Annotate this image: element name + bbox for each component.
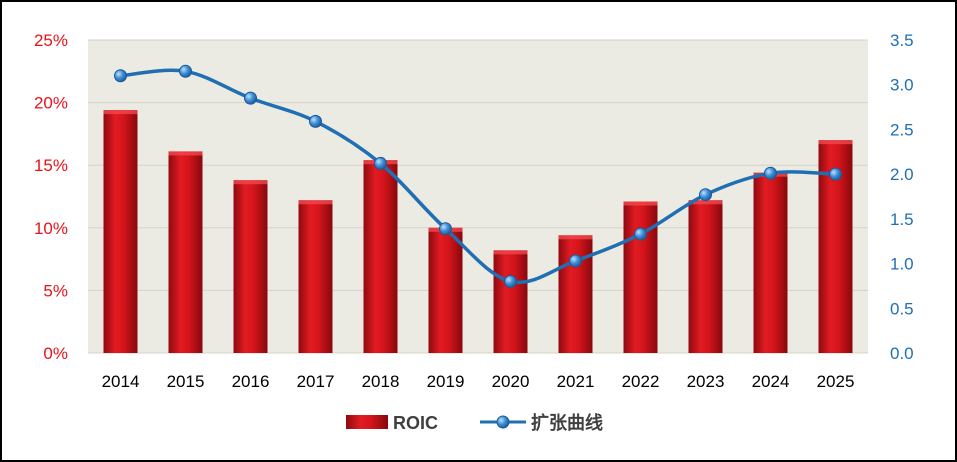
legend-marker-expansion (496, 415, 510, 429)
expansion-point (699, 188, 712, 202)
gridlines (88, 39, 868, 354)
bar-roic-top (103, 110, 138, 115)
right-tick-label: 2.5 (890, 120, 914, 139)
x-tick-label: 2014 (102, 372, 140, 391)
bar-roic-top (233, 180, 268, 185)
x-tick-label: 2020 (492, 372, 530, 391)
expansion-point (569, 254, 582, 268)
expansion-point (114, 69, 127, 83)
bar-roic (753, 172, 788, 353)
right-tick-label: 3.0 (890, 76, 914, 95)
expansion-point (244, 91, 257, 105)
x-tick-label: 2018 (362, 372, 400, 391)
bar-roic-top (493, 250, 528, 255)
x-axis: 2014 2015 2016 2017 2018 2019 2020 2021 2022 2023… (102, 372, 855, 391)
legend-item-expansion: 扩张曲线 (480, 412, 603, 433)
bar-roic-top (688, 200, 723, 205)
bar-roic (493, 250, 528, 353)
x-tick-label: 2024 (752, 372, 790, 391)
x-tick-label: 2016 (232, 372, 270, 391)
bar-roic-top (298, 200, 333, 205)
right-axis: 0.0 0.5 1.0 1.5 2.0 2.5 3.0 3.5 (890, 31, 914, 363)
legend-label-expansion: 扩张曲线 (531, 412, 603, 433)
legend: ROIC 扩张曲线 (346, 412, 603, 433)
x-tick-label: 2025 (817, 372, 855, 391)
x-tick-label: 2017 (297, 372, 335, 391)
plot-area (88, 40, 868, 353)
left-tick-label: 10% (34, 219, 68, 238)
bar-roic (558, 235, 593, 353)
expansion-point (309, 114, 322, 128)
left-tick-label: 25% (34, 31, 68, 50)
x-tick-label: 2021 (557, 372, 595, 391)
expansion-point (634, 227, 647, 241)
right-tick-label: 3.5 (890, 31, 914, 50)
expansion-line (114, 64, 842, 288)
expansion-point (829, 167, 842, 181)
x-tick-label: 2022 (622, 372, 660, 391)
expansion-point (439, 222, 452, 236)
right-tick-label: 2.0 (890, 165, 914, 184)
bar-roic (168, 151, 203, 353)
roic-bars (103, 110, 853, 353)
bar-roic (623, 201, 658, 353)
bar-roic-top (818, 140, 853, 145)
left-tick-label: 15% (34, 156, 68, 175)
bar-roic-top (623, 201, 658, 206)
bar-roic (103, 110, 138, 353)
legend-label-roic: ROIC (393, 413, 438, 433)
expansion-point (764, 166, 777, 180)
x-tick-label: 2023 (687, 372, 725, 391)
bar-roic (233, 180, 268, 353)
bar-roic (688, 200, 723, 353)
left-tick-label: 0% (43, 344, 68, 363)
right-tick-label: 1.0 (890, 255, 914, 274)
right-tick-label: 0.5 (890, 299, 914, 318)
expansion-point (179, 64, 192, 78)
bar-roic (363, 160, 398, 353)
right-tick-label: 0.0 (890, 344, 914, 363)
bar-roic (298, 200, 333, 353)
x-tick-label: 2015 (167, 372, 205, 391)
right-tick-label: 1.5 (890, 210, 914, 229)
legend-swatch-roic (346, 415, 388, 429)
expansion-point (374, 156, 387, 170)
bar-roic-top (558, 235, 593, 240)
expansion-point (504, 274, 517, 288)
left-axis: 0% 5% 10% 15% 20% 25% (34, 31, 68, 363)
left-tick-label: 5% (43, 281, 68, 300)
x-tick-label: 2019 (427, 372, 465, 391)
legend-item-roic: ROIC (346, 413, 438, 433)
bar-roic (428, 227, 463, 353)
left-tick-label: 20% (34, 94, 68, 113)
bar-roic-top (168, 151, 203, 156)
